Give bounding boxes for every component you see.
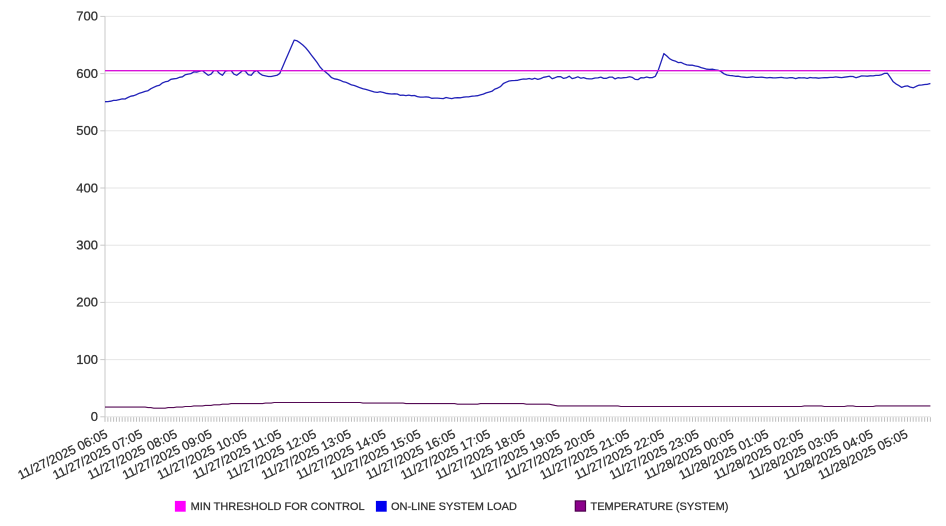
svg-text:0: 0 (91, 409, 98, 424)
svg-text:300: 300 (76, 238, 98, 253)
svg-text:500: 500 (76, 123, 98, 138)
svg-text:400: 400 (76, 180, 98, 195)
svg-text:700: 700 (76, 9, 98, 24)
svg-text:TEMPERATURE (SYSTEM): TEMPERATURE (SYSTEM) (591, 501, 729, 513)
svg-text:MIN THRESHOLD FOR CONTROL: MIN THRESHOLD FOR CONTROL (191, 501, 365, 513)
svg-text:600: 600 (76, 66, 98, 81)
svg-text:100: 100 (76, 352, 98, 367)
svg-text:ON-LINE SYSTEM LOAD: ON-LINE SYSTEM LOAD (391, 501, 517, 513)
svg-text:200: 200 (76, 295, 98, 310)
